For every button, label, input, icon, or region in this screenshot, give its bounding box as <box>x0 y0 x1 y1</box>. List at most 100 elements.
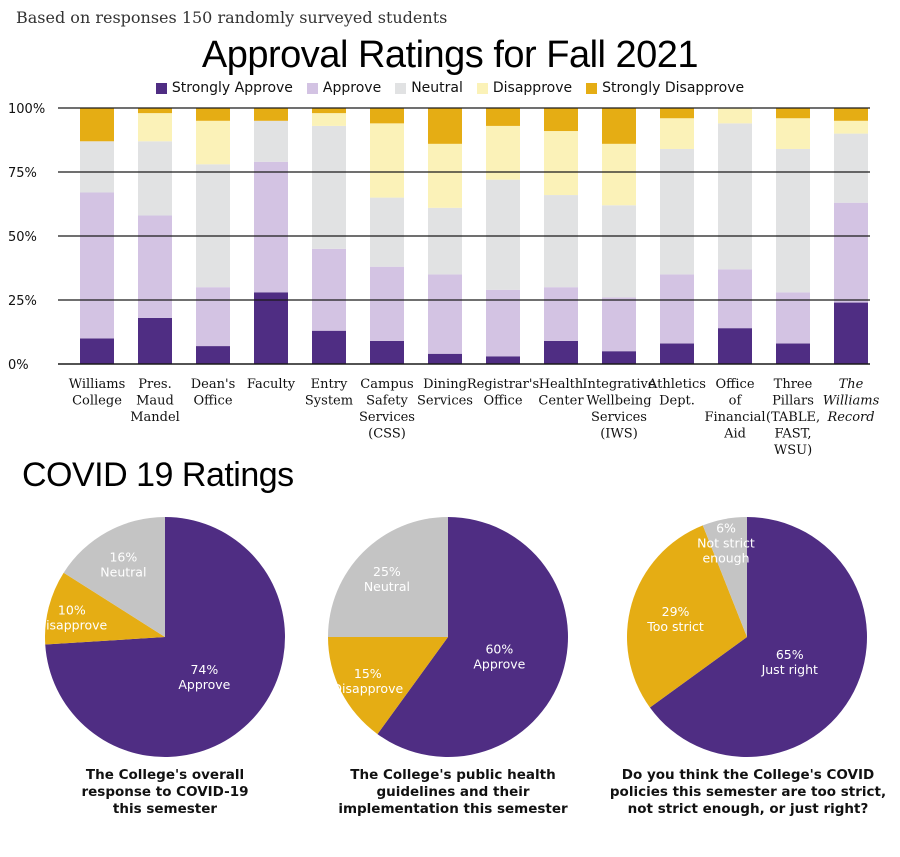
bar-segment <box>254 292 288 364</box>
x-tick-label: of <box>729 394 743 409</box>
x-tick-label: (TABLE, <box>766 410 820 425</box>
x-tick-label: Office <box>483 394 522 409</box>
x-tick-label: Record <box>826 410 874 425</box>
bar-segment <box>544 108 578 132</box>
bar-segment <box>776 118 810 149</box>
legend-item-neutral: Neutral <box>395 80 463 96</box>
legend-swatch-strongly-approve <box>155 82 167 94</box>
bar-segment <box>834 202 868 303</box>
bar-segment <box>370 340 404 364</box>
bar-segment <box>312 108 346 114</box>
slice-percent-label: 10% <box>58 603 86 618</box>
bar-segment <box>80 338 114 364</box>
chart-title: Approval Ratings for Fall 2021 <box>201 34 699 76</box>
legend-swatch-strongly-disapprove <box>586 82 598 94</box>
legend-label: Disapprove <box>492 80 573 96</box>
stacked-bar-chart: 0% 25% 50% 75% 100% Williams College Pres. MaudM… <box>8 102 880 458</box>
legend-item-strongly-disapprove: Strongly Disapprove <box>586 80 744 96</box>
slice-percent-label: 15% <box>354 666 382 681</box>
x-tick-label: The <box>839 377 864 392</box>
pie-chart-strictness: 65%Just right 29%Too strict 6%Not stricten… <box>627 517 867 757</box>
pie-slice <box>702 517 747 637</box>
slice-category-label: Not strict <box>697 536 755 551</box>
bar-segment <box>486 125 520 180</box>
caption-line: implementation this semester <box>338 801 568 817</box>
slice-category-label: Disapprove <box>332 681 403 696</box>
bar-segment <box>312 125 346 249</box>
x-tick-label: Dining <box>423 377 467 392</box>
x-tick-label: (IWS) <box>600 427 638 442</box>
bar-segment <box>718 123 752 270</box>
x-tick-label: Three <box>774 377 813 392</box>
legend-swatch-disapprove <box>476 82 488 94</box>
pie-slice <box>45 517 286 757</box>
bar-segment <box>196 120 230 165</box>
x-tick-label: Integrative <box>582 377 655 392</box>
slice-percent-label: 25% <box>373 564 401 579</box>
slice-category-label: Just right <box>761 662 818 677</box>
bar-segment <box>834 133 868 203</box>
x-tick-label: FAST, <box>774 427 811 442</box>
x-tick-label: WSU) <box>774 443 812 458</box>
bar-segment <box>80 108 114 142</box>
bar-segment <box>776 343 810 364</box>
pie-slice <box>627 525 747 708</box>
x-tick-label: Williams <box>69 377 126 392</box>
bar-segment <box>312 248 346 331</box>
bar-segment <box>718 328 752 364</box>
pie-caption-strictness: Do you think the College's COVID policie… <box>603 767 893 818</box>
pie-slice <box>63 517 165 637</box>
bar-segment <box>660 108 694 119</box>
caption-line: not strict enough, or just right? <box>627 801 869 817</box>
bar-segment <box>602 205 636 298</box>
bar-segment <box>254 161 288 293</box>
y-tick-label: 25% <box>8 294 37 309</box>
bar-segment <box>486 179 520 290</box>
chart-subtitle: Based on responses 150 randomly surveyed… <box>16 8 448 27</box>
bar-segment <box>428 353 462 364</box>
bar-segment <box>80 192 114 339</box>
bar-segment <box>428 274 462 354</box>
bar-segment <box>486 356 520 364</box>
x-tick-label: Faculty <box>247 377 296 392</box>
x-tick-label: College <box>72 394 122 409</box>
x-tick-label: Safety <box>366 394 408 409</box>
legend-label: Approve <box>322 80 382 96</box>
bar-segment <box>718 108 752 124</box>
x-tick-label: Services <box>417 394 473 409</box>
bar-segment <box>428 108 462 144</box>
caption-line: The College's public health <box>350 767 556 783</box>
slice-category-label: Approve <box>178 677 230 692</box>
x-tick-label: Dept. <box>659 394 695 409</box>
bar-segment <box>486 108 520 126</box>
bar-segment <box>486 289 520 357</box>
bar-segment <box>602 297 636 352</box>
bar-segment <box>196 108 230 121</box>
slice-percent-label: 16% <box>109 549 137 564</box>
bar-segment <box>312 113 346 126</box>
pie-caption-overall-response: The College's overall response to COVID-… <box>25 767 305 818</box>
bar-segment <box>834 302 868 364</box>
bar-segment <box>660 148 694 275</box>
bar-segment <box>370 197 404 267</box>
x-tick-label: Maud <box>136 394 174 409</box>
bar-segment <box>660 118 694 149</box>
bar-segment <box>138 108 172 114</box>
legend: Strongly Approve Approve Neutral Disappr… <box>0 80 900 96</box>
bar-segment <box>776 292 810 344</box>
slice-category-label: Disapprove <box>36 618 107 633</box>
slice-percent-label: 74% <box>190 662 218 677</box>
caption-line: guidelines and their <box>376 784 530 800</box>
x-tick-label: Registrar's <box>467 377 539 392</box>
bar-segment <box>254 108 288 121</box>
bar-segment <box>776 148 810 293</box>
y-tick-label: 100% <box>8 102 45 117</box>
slice-category-label: Approve <box>473 657 525 672</box>
bar-segment <box>138 215 172 318</box>
bar-segment <box>138 113 172 142</box>
covid-section-title: COVID 19 Ratings <box>22 456 294 494</box>
bar-segment <box>544 131 578 196</box>
x-tick-label: Financial <box>704 410 765 425</box>
legend-item-disapprove: Disapprove <box>476 80 573 96</box>
x-tick-label: Athletics <box>647 377 706 392</box>
